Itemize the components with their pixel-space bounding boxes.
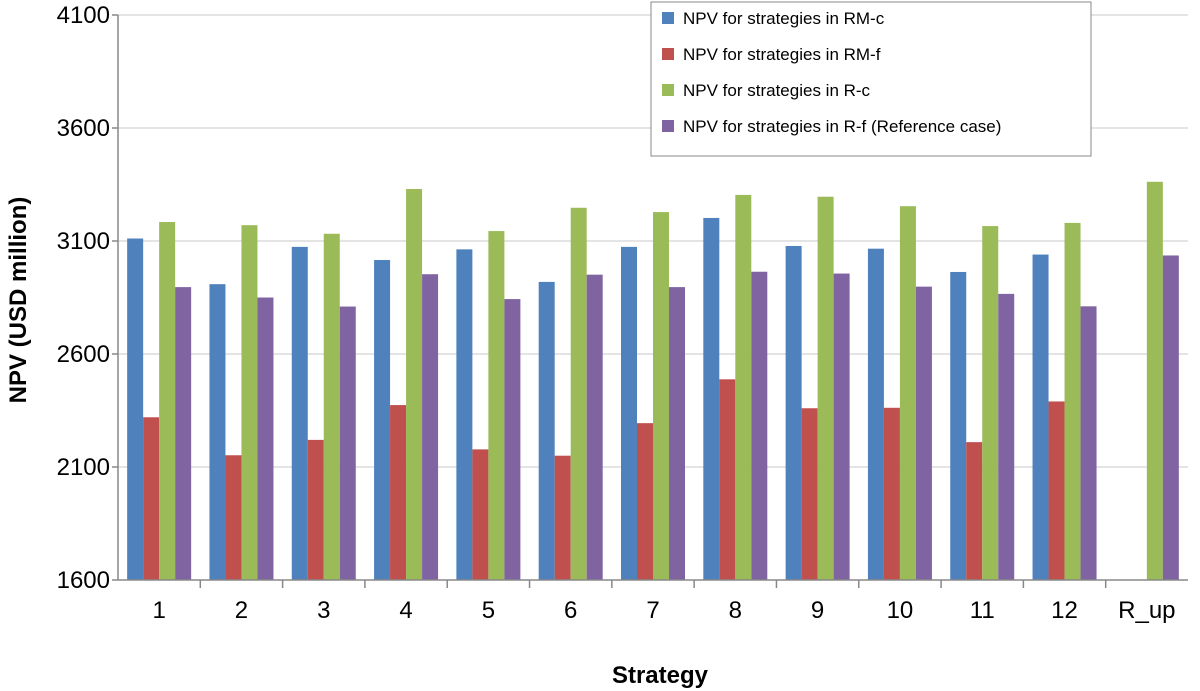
bar-npv-for-strategies-in-r-c-r_up [1146, 181, 1163, 580]
bar-npv-for-strategies-in-r-f-reference-case-1 [175, 287, 192, 580]
bar-npv-for-strategies-in-r-f-reference-case-2 [257, 297, 274, 580]
legend-label: NPV for strategies in R-c [683, 81, 871, 100]
bar-npv-for-strategies-in-r-f-reference-case-6 [586, 274, 603, 580]
y-tick-label: 4100 [57, 2, 110, 29]
bar-npv-for-strategies-in-r-f-reference-case-3 [339, 306, 356, 580]
x-tick-label: 7 [646, 597, 659, 624]
bar-npv-for-strategies-in-rm-c-12 [1032, 254, 1049, 580]
bar-npv-for-strategies-in-rm-f-4 [390, 405, 407, 580]
bar-npv-for-strategies-in-r-f-reference-case-12 [1080, 306, 1097, 580]
bar-npv-for-strategies-in-rm-c-4 [374, 259, 391, 580]
bar-npv-for-strategies-in-r-c-8 [735, 194, 752, 580]
bar-npv-for-strategies-in-r-f-reference-case-11 [998, 293, 1015, 580]
bar-npv-for-strategies-in-rm-f-7 [637, 423, 653, 580]
bar-npv-for-strategies-in-r-c-1 [159, 222, 176, 581]
x-tick-label: 1 [152, 597, 165, 624]
bar-npv-for-strategies-in-r-f-reference-case-10 [915, 286, 932, 580]
bar-npv-for-strategies-in-r-f-reference-case-9 [833, 273, 850, 580]
bar-npv-for-strategies-in-rm-f-12 [1048, 401, 1065, 580]
y-tick-label: 2600 [57, 341, 110, 368]
bar-npv-for-strategies-in-rm-c-7 [621, 246, 637, 580]
bar-npv-for-strategies-in-rm-c-5 [456, 249, 473, 580]
x-tick-label: 11 [970, 597, 995, 624]
bar-npv-for-strategies-in-rm-f-11 [966, 442, 983, 580]
bar-npv-for-strategies-in-r-f-reference-case-r_up [1162, 255, 1179, 581]
bar-npv-for-strategies-in-rm-c-6 [538, 281, 555, 580]
bar-npv-for-strategies-in-r-c-2 [241, 225, 258, 580]
bar-npv-for-strategies-in-r-c-12 [1064, 222, 1081, 581]
bar-npv-for-strategies-in-r-c-10 [899, 206, 916, 581]
bar-npv-for-strategies-in-rm-f-9 [801, 408, 818, 580]
bar-npv-for-strategies-in-rm-f-1 [143, 417, 160, 580]
bar-npv-for-strategies-in-rm-c-10 [867, 248, 884, 580]
bar-npv-for-strategies-in-rm-c-9 [785, 245, 802, 581]
x-tick-label: 9 [811, 597, 824, 624]
legend-swatch [662, 48, 674, 60]
legend-box [650, 1, 1092, 157]
x-tick-label: 3 [317, 597, 330, 624]
bar-npv-for-strategies-in-r-c-4 [406, 189, 423, 580]
bar-npv-for-strategies-in-rm-c-2 [209, 284, 226, 580]
bar-npv-for-strategies-in-rm-c-11 [950, 271, 967, 580]
bar-npv-for-strategies-in-rm-c-3 [291, 246, 308, 580]
x-tick-label: 10 [887, 597, 914, 624]
x-tick-label: 2 [235, 597, 248, 624]
y-tick-labels: 1600 2100 2600 3100 3600 4100 [57, 2, 118, 594]
x-tick-label: 6 [564, 597, 577, 624]
y-tick-label: 2100 [57, 454, 110, 481]
x-tick-label: 12 [1051, 597, 1078, 624]
bar-npv-for-strategies-in-r-c-6 [570, 207, 587, 580]
x-tick-label: 4 [399, 597, 412, 624]
bar-npv-for-strategies-in-r-c-5 [488, 231, 505, 580]
legend-label: NPV for strategies in R-f (Reference cas… [683, 117, 1001, 136]
x-axis-title: Strategy [612, 662, 709, 689]
bar-npv-for-strategies-in-rm-f-10 [883, 407, 900, 580]
x-tick-label: 8 [729, 597, 742, 624]
y-tick-label: 1600 [57, 567, 110, 594]
legend-swatch [662, 12, 674, 24]
legend-swatch [662, 120, 674, 132]
legend-label: NPV for strategies in RM-f [683, 45, 881, 64]
bar-npv-for-strategies-in-r-f-reference-case-4 [422, 274, 439, 580]
bar-npv-for-strategies-in-r-c-11 [982, 226, 999, 581]
bar-npv-for-strategies-in-rm-c-8 [703, 217, 720, 580]
bar-npv-for-strategies-in-r-c-7 [653, 212, 669, 580]
bar-npv-for-strategies-in-r-f-reference-case-5 [504, 299, 521, 580]
bar-npv-for-strategies-in-r-c-3 [323, 233, 340, 580]
bar-npv-for-strategies-in-rm-f-3 [307, 439, 324, 580]
bar-npv-for-strategies-in-rm-f-6 [554, 455, 571, 580]
bar-series-group [127, 181, 1179, 581]
bar-npv-for-strategies-in-r-c-9 [817, 196, 834, 581]
x-tick-label: 5 [482, 597, 495, 624]
x-tick-labels: 1 2 3 4 5 6 7 8 9 10 11 12 R_up [152, 580, 1176, 624]
y-axis-title: NPV (USD million) [5, 197, 32, 404]
bar-npv-for-strategies-in-rm-f-8 [719, 379, 736, 580]
axes [117, 15, 1188, 581]
legend: NPV for strategies in RM-c NPV for strate… [650, 1, 1092, 157]
legend-swatch [662, 84, 674, 96]
y-tick-label: 3100 [57, 228, 110, 255]
x-tick-label: R_up [1118, 597, 1175, 624]
bar-npv-for-strategies-in-rm-f-2 [225, 455, 242, 580]
bar-npv-for-strategies-in-rm-c-1 [127, 238, 144, 581]
legend-label: NPV for strategies in RM-c [683, 9, 885, 28]
y-tick-label: 3600 [57, 115, 110, 142]
bar-npv-for-strategies-in-r-f-reference-case-8 [751, 271, 768, 580]
bar-npv-for-strategies-in-rm-f-5 [472, 449, 489, 580]
bar-npv-for-strategies-in-r-f-reference-case-7 [669, 287, 685, 580]
